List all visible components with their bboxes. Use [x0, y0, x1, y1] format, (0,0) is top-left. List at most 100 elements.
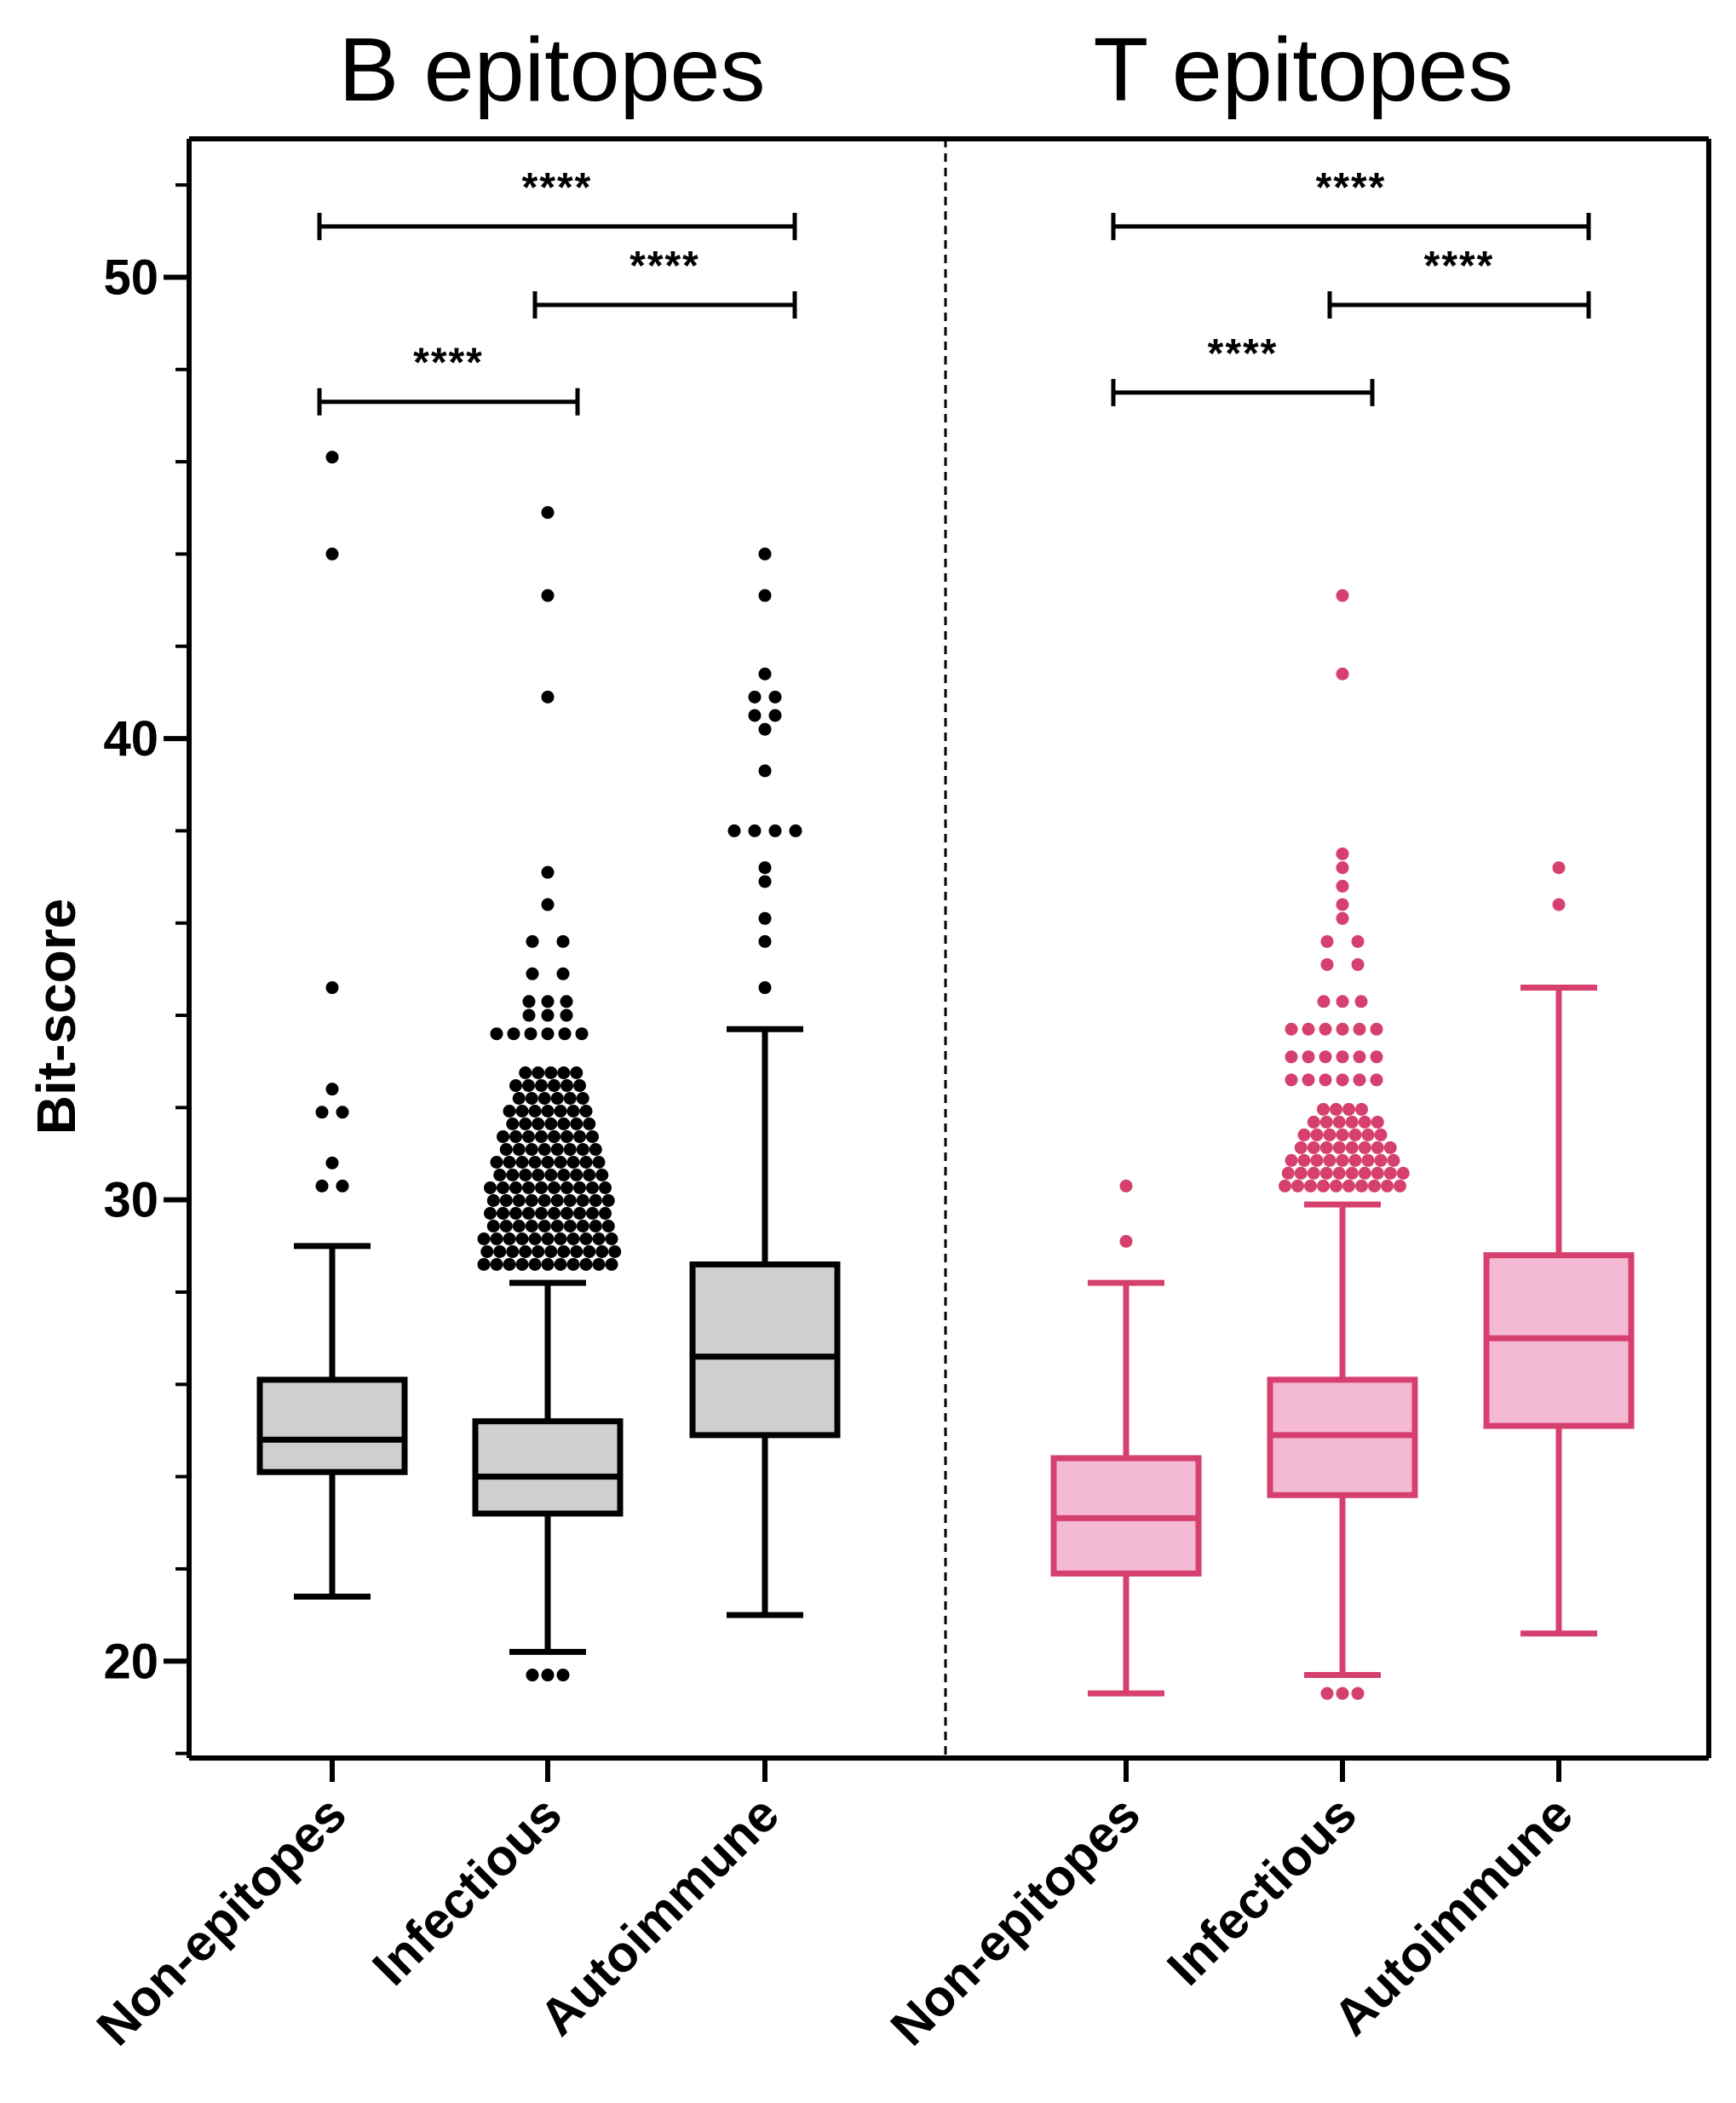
outlier-point: [477, 1257, 491, 1271]
panel-title: B epitopes: [339, 20, 766, 120]
outlier-point: [1319, 1050, 1332, 1064]
outlier-point: [583, 1244, 596, 1258]
outlier-point: [503, 1155, 516, 1169]
outlier-point: [499, 1193, 513, 1207]
outlier-point: [570, 1117, 583, 1130]
outlier-point: [541, 1027, 555, 1041]
outlier-point: [493, 1168, 507, 1181]
outlier-point: [554, 1104, 567, 1118]
outlier-point: [548, 1206, 560, 1220]
outlier-point: [1345, 1166, 1359, 1180]
outlier-point: [490, 1155, 503, 1169]
outlier-point: [541, 1669, 555, 1682]
x-tick-label: Infectious: [361, 1785, 572, 1997]
outlier-point: [486, 1193, 500, 1207]
outlier-point: [573, 1181, 586, 1194]
outlier-point: [589, 1193, 602, 1207]
outlier-point: [1332, 1166, 1346, 1180]
outlier-point: [1358, 1141, 1371, 1154]
outlier-point: [484, 1206, 497, 1220]
outlier-point: [1323, 1153, 1336, 1167]
outlier-point: [541, 690, 555, 704]
outlier-point: [1317, 1102, 1330, 1116]
outlier-point: [554, 1232, 567, 1245]
outlier-point: [336, 1179, 349, 1192]
outlier-point: [325, 451, 339, 464]
outlier-point: [541, 506, 555, 520]
outlier-point: [1353, 1073, 1366, 1087]
outlier-point: [586, 1181, 599, 1194]
outlier-point: [512, 1219, 526, 1232]
outlier-point: [537, 1142, 551, 1156]
box-infectious: [472, 506, 624, 1682]
outlier-point: [528, 1104, 542, 1118]
outlier-point: [573, 1206, 586, 1220]
outlier-point: [560, 995, 573, 1008]
outlier-point: [758, 861, 772, 875]
outlier-point: [579, 1232, 593, 1245]
outlier-point: [503, 1104, 516, 1118]
outlier-point: [544, 1117, 558, 1130]
box-non-epitopes: [256, 451, 408, 1600]
outlier-point: [522, 1129, 535, 1143]
outlier-point: [1351, 1686, 1365, 1700]
outlier-point: [1119, 1234, 1133, 1248]
outlier-point: [1370, 1050, 1383, 1064]
outlier-point: [519, 1117, 532, 1130]
outlier-point: [748, 824, 762, 837]
outlier-point: [758, 875, 772, 888]
y-tick-label: 40: [103, 711, 158, 767]
outlier-point: [509, 1078, 522, 1092]
outlier-point: [1302, 1050, 1315, 1064]
significance-bracket: ****: [1111, 165, 1591, 240]
outlier-point: [563, 1219, 577, 1232]
significance-bracket: ****: [317, 341, 580, 416]
outlier-point: [579, 1257, 593, 1271]
outlier-point: [576, 1193, 589, 1207]
outlier-point: [532, 1117, 545, 1130]
outlier-point: [541, 589, 555, 602]
outlier-point: [1310, 1128, 1324, 1141]
outlier-point: [1319, 1115, 1333, 1129]
outlier-point: [1336, 995, 1349, 1008]
outlier-point: [325, 547, 339, 560]
outlier-point: [525, 1142, 538, 1156]
outlier-point: [1342, 1179, 1355, 1192]
outlier-point: [526, 934, 539, 948]
outlier-point: [497, 1129, 509, 1143]
box-autoimmune: [689, 547, 841, 1618]
outlier-point: [768, 690, 782, 704]
outlier-point: [1396, 1166, 1410, 1180]
outlier-point: [486, 1219, 500, 1232]
outlier-point: [1351, 934, 1365, 948]
outlier-point: [528, 1232, 542, 1245]
outlier-point: [558, 1027, 572, 1041]
outlier-point: [560, 1181, 573, 1194]
outlier-point: [509, 1129, 522, 1143]
outlier-point: [1302, 1022, 1315, 1036]
significance-bracket: ****: [1327, 244, 1591, 319]
outlier-point: [541, 995, 555, 1008]
outlier-point: [563, 1091, 577, 1105]
outlier-point: [499, 1142, 513, 1156]
outlier-point: [563, 1142, 577, 1156]
outlier-point: [490, 1257, 503, 1271]
outlier-point: [315, 1106, 329, 1119]
outlier-point: [541, 1155, 555, 1169]
outlier-point: [526, 967, 539, 980]
y-tick-label: 20: [103, 1634, 158, 1689]
outlier-point: [550, 1193, 564, 1207]
outlier-point: [1336, 1073, 1349, 1087]
outlier-point: [560, 1129, 573, 1143]
box-autoimmune: [1483, 861, 1635, 1637]
outlier-point: [336, 1106, 349, 1119]
outlier-point: [592, 1232, 606, 1245]
box-non-epitopes: [1050, 1179, 1202, 1697]
outlier-point: [1320, 957, 1334, 971]
outlier-point: [592, 1155, 606, 1169]
outlier-point: [541, 865, 555, 879]
outlier-point: [1358, 1115, 1371, 1129]
outlier-point: [503, 1232, 516, 1245]
outlier-point: [570, 1066, 583, 1079]
outlier-point: [1285, 1050, 1298, 1064]
